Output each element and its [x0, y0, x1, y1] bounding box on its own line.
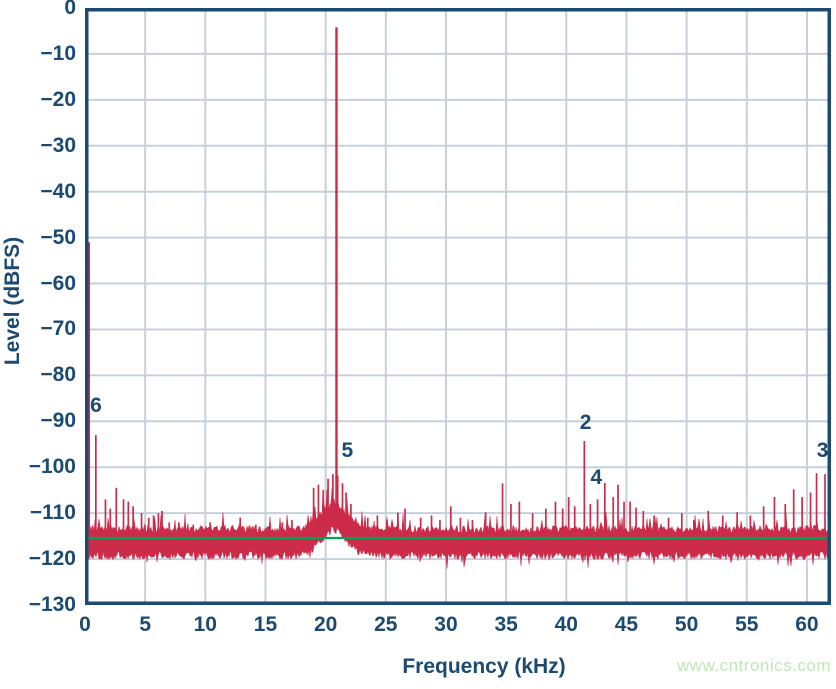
- x-tick-label: 20: [313, 613, 338, 636]
- x-tick-label: 25: [374, 613, 398, 636]
- y-tick-label: −100: [28, 455, 76, 479]
- y-tick-label: −80: [40, 363, 76, 387]
- spur-annotation-2: 2: [579, 411, 592, 435]
- x-tick-label: 60: [795, 613, 819, 636]
- grid-lines: [85, 8, 831, 605]
- spur-annotation-3: 3: [816, 439, 829, 463]
- watermark: www.cntronics.com: [677, 656, 831, 675]
- spur-annotation-6: 6: [90, 394, 102, 418]
- x-axis-title: Frequency (kHz): [402, 655, 566, 678]
- y-tick-label: −50: [40, 225, 76, 249]
- y-tick-label: −130: [28, 593, 76, 616]
- spectrum-plot-svg: [85, 8, 831, 605]
- y-tick-label: −20: [40, 87, 76, 111]
- y-tick-label: 0: [64, 0, 76, 19]
- x-tick-label: 15: [253, 613, 278, 636]
- fft-trace: [85, 27, 831, 569]
- y-tick-label: −40: [40, 179, 76, 203]
- spur-annotation-5: 5: [341, 439, 354, 463]
- x-tick-label: 30: [434, 613, 458, 636]
- x-tick-label: 45: [614, 613, 639, 636]
- plot-border: [85, 8, 831, 605]
- y-tick-label: −110: [29, 501, 76, 525]
- x-tick-label: 55: [735, 613, 759, 636]
- y-tick-label: −10: [40, 41, 76, 65]
- x-tick-label: 40: [554, 613, 578, 636]
- x-tick-label: 10: [193, 613, 217, 636]
- y-axis-title: Level (dBFS): [1, 236, 24, 366]
- x-tick-label: 35: [494, 613, 518, 636]
- x-tick-label: 0: [79, 613, 91, 636]
- plot-area: [85, 8, 831, 605]
- y-tick-label: −70: [40, 317, 76, 341]
- y-tick-label: −60: [40, 271, 76, 295]
- y-tick-label: −90: [40, 409, 76, 433]
- y-tick-label: −120: [28, 547, 76, 571]
- spur-annotation-4: 4: [590, 465, 603, 489]
- x-tick-label: 50: [674, 613, 699, 636]
- y-tick-label: −30: [40, 133, 76, 157]
- x-tick-label: 5: [139, 613, 151, 636]
